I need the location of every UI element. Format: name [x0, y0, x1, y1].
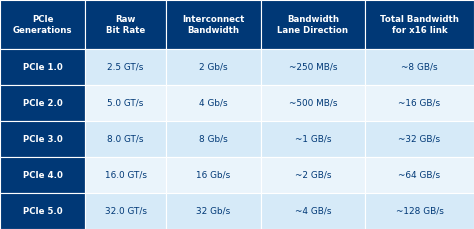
Text: 2 Gb/s: 2 Gb/s: [199, 63, 228, 72]
Bar: [85, 0, 166, 49]
Text: 8.0 GT/s: 8.0 GT/s: [107, 135, 144, 144]
Text: 5.0 GT/s: 5.0 GT/s: [108, 99, 144, 108]
Bar: [365, 121, 474, 157]
Bar: [85, 49, 166, 85]
Text: 32.0 GT/s: 32.0 GT/s: [105, 207, 146, 215]
Bar: [85, 121, 166, 157]
Text: PCIe 5.0: PCIe 5.0: [23, 207, 63, 215]
Bar: [261, 193, 365, 229]
Bar: [261, 157, 365, 193]
Text: Interconnect
Bandwidth: Interconnect Bandwidth: [182, 15, 245, 35]
Text: ~250 MB/s: ~250 MB/s: [289, 63, 337, 72]
Text: Raw
Bit Rate: Raw Bit Rate: [106, 15, 145, 35]
Text: PCIe 1.0: PCIe 1.0: [23, 63, 63, 72]
Text: ~8 GB/s: ~8 GB/s: [401, 63, 438, 72]
Bar: [261, 49, 365, 85]
Bar: [0, 193, 85, 229]
Text: PCIe 3.0: PCIe 3.0: [23, 135, 63, 144]
Bar: [166, 121, 261, 157]
Bar: [365, 193, 474, 229]
Text: 32 Gb/s: 32 Gb/s: [196, 207, 230, 215]
Text: Total Bandwidth
for x16 link: Total Bandwidth for x16 link: [380, 15, 459, 35]
Bar: [166, 193, 261, 229]
Bar: [166, 49, 261, 85]
Bar: [365, 157, 474, 193]
Text: ~500 MB/s: ~500 MB/s: [289, 99, 337, 108]
Bar: [261, 121, 365, 157]
Text: ~128 GB/s: ~128 GB/s: [395, 207, 444, 215]
Text: ~1 GB/s: ~1 GB/s: [294, 135, 331, 144]
Bar: [166, 0, 261, 49]
Bar: [166, 157, 261, 193]
Bar: [166, 85, 261, 121]
Text: 2.5 GT/s: 2.5 GT/s: [108, 63, 144, 72]
Text: ~2 GB/s: ~2 GB/s: [294, 171, 331, 180]
Bar: [0, 121, 85, 157]
Text: PCIe 2.0: PCIe 2.0: [23, 99, 63, 108]
Bar: [0, 49, 85, 85]
Text: PCIe
Generations: PCIe Generations: [13, 15, 73, 35]
Bar: [0, 85, 85, 121]
Text: ~64 GB/s: ~64 GB/s: [399, 171, 440, 180]
Bar: [0, 0, 85, 49]
Text: ~16 GB/s: ~16 GB/s: [399, 99, 440, 108]
Bar: [0, 157, 85, 193]
Text: ~32 GB/s: ~32 GB/s: [399, 135, 440, 144]
Text: 4 Gb/s: 4 Gb/s: [199, 99, 228, 108]
Bar: [365, 49, 474, 85]
Bar: [261, 85, 365, 121]
Bar: [261, 0, 365, 49]
Bar: [365, 0, 474, 49]
Text: 16 Gb/s: 16 Gb/s: [196, 171, 230, 180]
Text: 16.0 GT/s: 16.0 GT/s: [105, 171, 146, 180]
Text: Bandwidth
Lane Direction: Bandwidth Lane Direction: [277, 15, 348, 35]
Bar: [365, 85, 474, 121]
Text: 8 Gb/s: 8 Gb/s: [199, 135, 228, 144]
Bar: [85, 85, 166, 121]
Text: ~4 GB/s: ~4 GB/s: [294, 207, 331, 215]
Bar: [85, 157, 166, 193]
Bar: [85, 193, 166, 229]
Text: PCIe 4.0: PCIe 4.0: [23, 171, 63, 180]
